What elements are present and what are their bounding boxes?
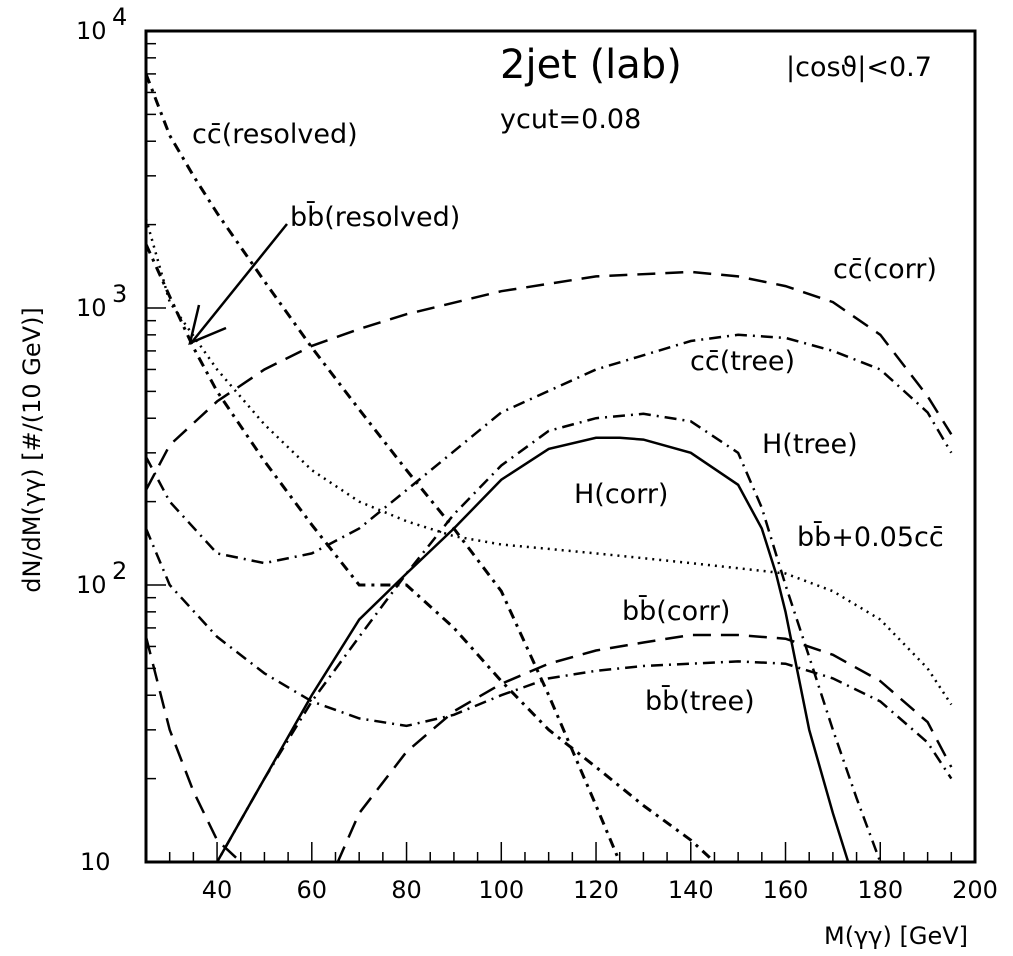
series-line-1 <box>146 243 716 862</box>
x-tick-label: 120 <box>573 876 619 904</box>
y-tick-label: 10 <box>80 848 111 876</box>
series-line-0 <box>146 73 622 862</box>
annotation-arrowhead <box>188 304 227 346</box>
plot-frame <box>144 29 977 864</box>
minor-ticks <box>146 42 953 862</box>
series-group <box>146 73 953 862</box>
annotation-ycut: ycut=0.08 <box>500 104 641 135</box>
x-tick-label: 180 <box>857 876 903 904</box>
x-tick-label: 140 <box>668 876 714 904</box>
series-line-9 <box>146 636 242 862</box>
series-line-6 <box>146 218 953 706</box>
series-line-5 <box>216 436 850 862</box>
y-tick-label: 10 <box>76 294 107 322</box>
series-line-4 <box>215 412 882 862</box>
x-tick-label: 60 <box>297 876 328 904</box>
series-line-7 <box>336 633 953 862</box>
label-cc-resolved: cc̄(resolved) <box>192 119 358 150</box>
y-tick-exponent: 4 <box>112 3 127 31</box>
annotation-title: 2jet (lab) <box>500 42 682 88</box>
x-tick-label: 100 <box>478 876 524 904</box>
label-h-tree: H(tree) <box>762 429 858 460</box>
y-tick-label: 10 <box>76 17 107 45</box>
label-bb-tree: bb̄(tree) <box>645 685 755 717</box>
annotation-arrow <box>191 223 288 343</box>
x-tick-label: 160 <box>763 876 809 904</box>
y-tick-exponent: 2 <box>112 557 127 585</box>
series-line-2 <box>146 270 953 491</box>
y-tick-label: 10 <box>76 571 107 599</box>
y-tick-exponent: 3 <box>112 280 127 308</box>
x-tick-label: 200 <box>952 876 998 904</box>
label-cc-corr: cc̄(corr) <box>833 254 937 285</box>
label-bb-corr: bb̄(corr) <box>622 595 730 627</box>
y-axis-label: dN/dM(γγ) [#/(10 GeV)] <box>18 307 46 593</box>
label-cc-tree: cc̄(tree) <box>690 346 795 377</box>
label-bb-sum: bb̄+0.05cc̄ <box>797 521 944 553</box>
label-h-corr: H(corr) <box>574 479 668 510</box>
x-tick-label: 40 <box>202 876 233 904</box>
x-tick-label: 80 <box>391 876 422 904</box>
x-tick-labels: 40 60 80 100 120 140 160 180 200 <box>202 876 998 904</box>
x-axis-label: M(γγ) [GeV] <box>824 922 968 950</box>
series-line-8 <box>146 528 953 780</box>
label-bb-resolved: bb̄(resolved) <box>290 201 460 233</box>
annotation-angle: |cosϑ|<0.7 <box>786 52 932 83</box>
